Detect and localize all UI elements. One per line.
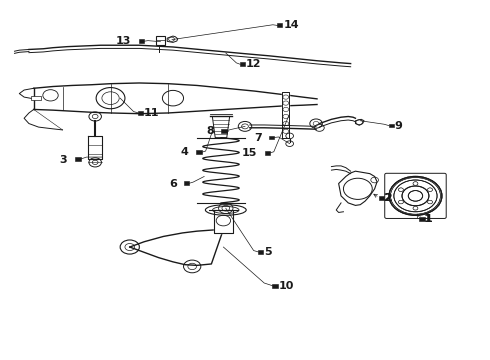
Text: 10: 10 (279, 281, 294, 291)
Text: 9: 9 (395, 121, 403, 131)
Polygon shape (212, 117, 230, 138)
Circle shape (428, 200, 433, 204)
Text: 14: 14 (283, 21, 299, 31)
FancyBboxPatch shape (269, 136, 274, 139)
Circle shape (398, 188, 403, 192)
Circle shape (413, 207, 418, 210)
FancyBboxPatch shape (277, 23, 282, 27)
Text: 1: 1 (424, 214, 431, 224)
FancyBboxPatch shape (258, 250, 263, 254)
FancyBboxPatch shape (139, 39, 144, 43)
Text: 11: 11 (144, 108, 160, 118)
FancyBboxPatch shape (419, 217, 425, 221)
Text: 7: 7 (254, 133, 262, 143)
Polygon shape (282, 92, 289, 138)
FancyBboxPatch shape (156, 36, 165, 45)
FancyBboxPatch shape (196, 150, 202, 154)
Text: 8: 8 (206, 126, 214, 136)
FancyBboxPatch shape (265, 151, 270, 155)
Circle shape (413, 207, 418, 210)
FancyBboxPatch shape (272, 284, 278, 288)
Text: 5: 5 (264, 247, 272, 257)
Circle shape (413, 182, 418, 185)
Polygon shape (339, 171, 377, 206)
Text: 1: 1 (425, 214, 432, 224)
Polygon shape (89, 136, 102, 159)
FancyBboxPatch shape (138, 111, 143, 115)
Text: 2: 2 (384, 193, 392, 203)
FancyBboxPatch shape (385, 173, 446, 219)
FancyBboxPatch shape (75, 157, 81, 161)
FancyBboxPatch shape (389, 123, 394, 127)
Text: 3: 3 (60, 154, 67, 165)
FancyBboxPatch shape (184, 181, 189, 185)
Text: 4: 4 (181, 148, 189, 157)
Polygon shape (214, 210, 233, 233)
FancyBboxPatch shape (379, 196, 384, 199)
Circle shape (413, 182, 418, 185)
Circle shape (428, 200, 433, 204)
FancyBboxPatch shape (221, 129, 227, 133)
Text: 6: 6 (169, 179, 177, 189)
Text: 12: 12 (246, 59, 262, 69)
Polygon shape (355, 119, 364, 125)
Text: 15: 15 (242, 148, 257, 158)
FancyBboxPatch shape (31, 96, 41, 100)
FancyBboxPatch shape (240, 62, 245, 66)
Circle shape (398, 200, 403, 204)
Text: 13: 13 (115, 36, 131, 46)
Circle shape (398, 200, 403, 204)
Text: 2: 2 (383, 193, 391, 203)
Circle shape (428, 188, 433, 192)
Circle shape (398, 188, 403, 192)
Circle shape (428, 188, 433, 192)
Polygon shape (167, 36, 178, 42)
